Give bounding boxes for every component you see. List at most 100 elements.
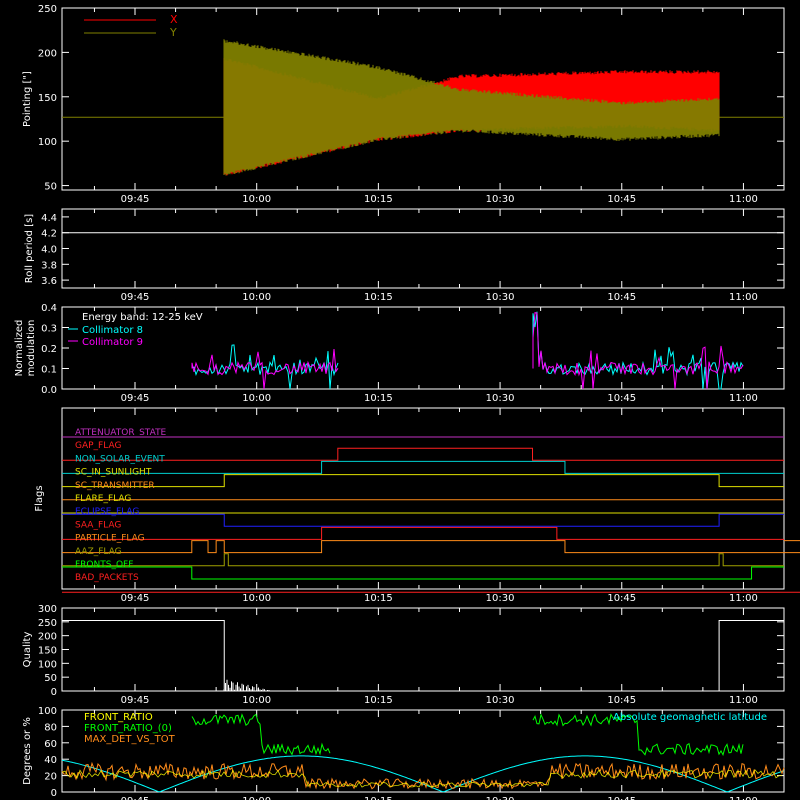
flag-label: BAD_PACKETS	[75, 573, 139, 583]
y-tick-label: 100	[38, 706, 57, 717]
y-tick-label: 0.2	[41, 344, 57, 355]
flag-line-sc-in-sunlight	[62, 474, 784, 488]
time-tick-label: 10:45	[607, 393, 636, 404]
flag-line-bad-packets	[62, 591, 800, 593]
y-tick-label: 4.2	[41, 229, 57, 240]
energy-band-label: Energy band: 12-25 keV	[82, 312, 203, 323]
y-tick-label: 0.4	[41, 303, 57, 314]
y-tick-label: 50	[44, 673, 57, 684]
flag-label: NON_SOLAR_EVENT	[75, 454, 165, 464]
y-tick-label: 200	[38, 48, 57, 59]
legend-label-collimator: Collimator 9	[82, 337, 143, 348]
collimator-8-trace	[532, 311, 744, 390]
max-det-vs-tot-trace	[61, 761, 785, 790]
flag-line-particle-flag	[62, 540, 800, 554]
time-tick-label: 10:30	[486, 292, 515, 303]
y-axis-label: Roll period [s]	[24, 214, 35, 283]
time-tick-label: 10:15	[364, 292, 393, 303]
y-tick-label: 250	[38, 618, 57, 629]
flag-line-eclipse-flag	[62, 513, 784, 527]
front-ratio-0-trace	[191, 713, 331, 756]
series-y-oscillation	[223, 39, 720, 176]
flag-line-fronts-off	[62, 566, 784, 580]
flag-label: SC_IN_SUNLIGHT	[75, 468, 152, 478]
collimator-9-trace	[532, 311, 744, 390]
time-tick-label: 10:30	[486, 593, 515, 604]
y-axis-label: Degrees or %	[22, 717, 33, 785]
time-tick-label: 09:45	[121, 593, 150, 604]
y-tick-label: 0	[51, 687, 57, 698]
flag-label: ATTENUATOR_STATE	[75, 428, 167, 438]
time-tick-label: 10:45	[607, 194, 636, 205]
legend-label-collimator: Collimator 8	[82, 325, 143, 336]
time-tick-label: 10:45	[607, 292, 636, 303]
time-tick-label: 10:15	[364, 194, 393, 205]
y-tick-label: 4.4	[41, 213, 57, 224]
time-tick-label: 10:15	[364, 796, 393, 800]
y-tick-label: 60	[44, 739, 57, 750]
time-tick-label: 09:45	[121, 695, 150, 706]
y-tick-label: 50	[44, 182, 57, 193]
flag-label: PARTICLE_FLAG	[75, 534, 145, 544]
panel-frame	[61, 208, 785, 289]
y-tick-label: 100	[38, 659, 57, 670]
flag-label: GAP_FLAG	[75, 441, 121, 451]
time-tick-label: 10:30	[486, 796, 515, 800]
time-tick-label: 10:45	[607, 796, 636, 800]
panel-frame	[61, 709, 785, 793]
y-tick-label: 100	[38, 137, 57, 148]
time-tick-label: 09:45	[121, 194, 150, 205]
legend-label-max-det-vs-tot: MAX_DET_VS_TOT	[84, 734, 176, 745]
time-tick-label: 10:00	[242, 796, 271, 800]
flag-line-saa-flag	[62, 526, 784, 540]
flag-label: ECLIPSE_FLAG	[75, 507, 139, 517]
geomagnetic-latitude-label: Absolute geomagnetic latitude	[613, 712, 767, 723]
legend-label-front-ratio: FRONT_RATIO	[84, 712, 153, 723]
time-tick-label: 10:00	[242, 695, 271, 706]
y-tick-label: 150	[38, 646, 57, 657]
time-tick-label: 10:30	[486, 695, 515, 706]
time-tick-label: 10:30	[486, 393, 515, 404]
flag-label: FRONTS_OFF	[75, 560, 133, 570]
panel-frame	[61, 7, 785, 191]
y-tick-label: 40	[44, 755, 57, 766]
time-tick-label: 11:00	[729, 593, 758, 604]
front-ratio-trace	[61, 769, 783, 788]
y-axis-label: Quality	[22, 632, 33, 668]
flag-label: SAA_FLAG	[75, 520, 121, 530]
y-axis-label: Normalized	[14, 320, 25, 377]
time-tick-label: 10:00	[242, 393, 271, 404]
flag-line-saa-flag-2	[62, 447, 784, 461]
flag-label: AAZ_FLAG	[75, 547, 122, 557]
time-tick-label: 10:45	[607, 695, 636, 706]
y-tick-label: 0.1	[41, 365, 57, 376]
y-tick-label: 250	[38, 4, 57, 15]
data-layer	[61, 39, 800, 793]
time-tick-label: 11:00	[729, 796, 758, 800]
front-ratio-0-trace	[532, 713, 744, 757]
legend-label-front-ratio-0-: FRONT_RATIO_(0)	[84, 723, 172, 734]
y-tick-label: 0.3	[41, 324, 57, 335]
flag-line-non-solar-event	[62, 460, 784, 474]
time-tick-label: 11:00	[729, 695, 758, 706]
time-tick-label: 09:45	[121, 796, 150, 800]
y-tick-label: 3.6	[41, 276, 57, 287]
y-tick-label: 300	[38, 604, 57, 615]
y-tick-label: 3.8	[41, 260, 57, 271]
geomagnetic-latitude-line	[61, 755, 785, 793]
y-tick-label: 80	[44, 722, 57, 733]
time-tick-label: 10:15	[364, 593, 393, 604]
panel-frame	[61, 407, 785, 590]
collimator-9-trace	[191, 349, 339, 390]
y-axis-label: Flags	[34, 485, 45, 511]
time-tick-label: 11:00	[729, 393, 758, 404]
legend-label-x: X	[170, 13, 178, 26]
y-tick-label: 150	[38, 93, 57, 104]
time-tick-label: 11:00	[729, 194, 758, 205]
y-tick-label: 200	[38, 632, 57, 643]
time-tick-label: 10:00	[242, 593, 271, 604]
y-tick-label: 20	[44, 772, 57, 783]
text-layer: 09:4510:0010:1510:3010:4511:0011:1509:45…	[14, 4, 767, 800]
flag-label: SC_TRANSMITTER	[75, 481, 155, 491]
time-tick-label: 09:45	[121, 393, 150, 404]
